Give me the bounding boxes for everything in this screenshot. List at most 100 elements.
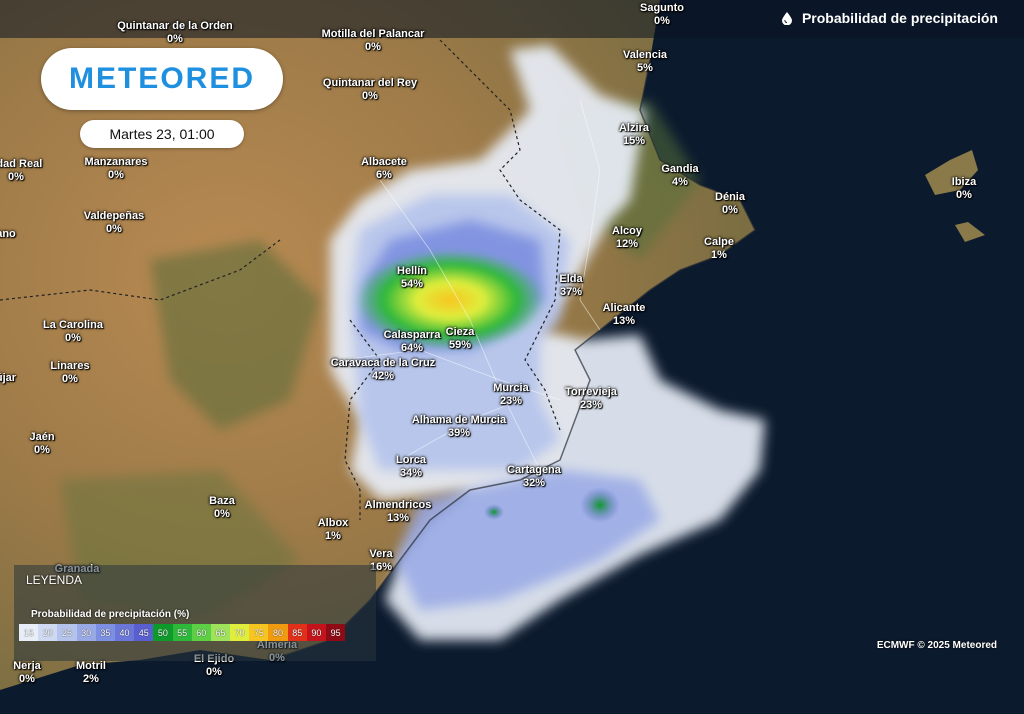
legend-step: 50 xyxy=(153,624,173,641)
top-bar: Probabilidad de precipitación xyxy=(0,0,1024,38)
city-probability: 42% xyxy=(371,370,395,382)
city-probability: 23% xyxy=(579,399,603,411)
city-probability: 54% xyxy=(400,278,424,290)
city-label: Murcia 23% xyxy=(493,382,528,408)
city-probability: 39% xyxy=(447,427,471,439)
meteored-logo[interactable]: METEORED xyxy=(41,48,283,110)
city-label: Calpe 1% xyxy=(704,236,734,262)
city-probability: 0% xyxy=(654,15,670,27)
city-probability: 34% xyxy=(399,467,423,479)
city-label: Linares 0% xyxy=(50,360,89,386)
city-label: La Carolina 0% xyxy=(43,319,103,345)
city-label: újar xyxy=(0,372,16,385)
city-name: udad Real xyxy=(0,158,43,170)
city-label: Elda 37% xyxy=(559,273,582,299)
legend-step: 25 xyxy=(57,624,77,641)
city-name: Valencia xyxy=(622,49,668,61)
city-name: Manzanares xyxy=(84,156,148,168)
city-probability: 0% xyxy=(106,223,122,235)
city-probability: 0% xyxy=(956,189,972,201)
city-label: Cieza 59% xyxy=(446,326,475,352)
legend-title: Probabilidad de precipitación (%) xyxy=(31,609,190,620)
city-name: Sagunto xyxy=(640,2,684,14)
city-label: Albox 1% xyxy=(318,517,349,543)
city-name: Lorca xyxy=(396,454,426,466)
city-probability: 0% xyxy=(362,90,378,102)
city-probability: 37% xyxy=(559,286,583,298)
city-name: Torrevieja xyxy=(565,386,617,398)
legend-step: 95 xyxy=(326,624,346,641)
city-probability: 64% xyxy=(400,342,424,354)
city-label: Calasparra 64% xyxy=(384,329,441,355)
city-probability: 0% xyxy=(722,204,738,216)
logo-text: METEORED xyxy=(68,62,255,95)
city-name: Motril xyxy=(76,660,106,672)
legend-step: 90 xyxy=(306,624,326,641)
city-name: Gandia xyxy=(661,163,699,175)
city-probability: 0% xyxy=(206,666,222,678)
legend-step: 60 xyxy=(191,624,211,641)
city-probability: 0% xyxy=(8,171,24,183)
city-probability: 2% xyxy=(83,673,99,685)
layer-title-text: Probabilidad de precipitación xyxy=(801,10,998,26)
legend-scale: 15 20 25 30 35 40 45 50 55 60 65 70 75 80 85 90 95 xyxy=(19,624,346,641)
city-probability: 0% xyxy=(214,508,230,520)
legend-step: 30 xyxy=(76,624,96,641)
city-label: Sagunto 0% xyxy=(640,2,684,28)
city-name: Elda xyxy=(559,273,583,285)
city-probability: 23% xyxy=(499,395,523,407)
city-name: Albox xyxy=(317,517,349,529)
city-probability: 4% xyxy=(672,176,688,188)
legend-step: 35 xyxy=(95,624,115,641)
city-name: Valdepeñas xyxy=(83,210,145,222)
city-probability: 0% xyxy=(65,332,81,344)
city-label: Caravaca de la Cruz 42% xyxy=(331,357,436,383)
city-probability: 0% xyxy=(365,41,381,53)
city-label: Quintanar del Rey 0% xyxy=(323,77,417,103)
legend-step: 45 xyxy=(134,624,154,641)
city-label: Alcoy 12% xyxy=(612,225,642,251)
city-name: Ibiza xyxy=(951,176,977,188)
city-name: Dénia xyxy=(715,191,745,203)
city-name: újar xyxy=(0,372,17,384)
layer-title: Probabilidad de precipitación xyxy=(780,10,998,26)
city-label: Valdepeñas 0% xyxy=(84,210,145,236)
city-name: Calasparra xyxy=(383,329,441,341)
city-name: Motilla del Palancar xyxy=(321,28,425,40)
legend-step: 55 xyxy=(172,624,192,641)
city-name: La Carolina xyxy=(43,319,103,331)
city-name: Cieza xyxy=(445,326,475,338)
city-probability: 6% xyxy=(376,169,392,181)
city-label: Gandia 4% xyxy=(661,163,698,189)
city-probability: 59% xyxy=(448,339,472,351)
date-selector[interactable]: Martes 23, 01:00 xyxy=(80,120,244,148)
legend-step: 70 xyxy=(230,624,250,641)
city-name: Albacete xyxy=(361,156,407,168)
city-probability: 0% xyxy=(62,373,78,385)
city-name: Caravaca de la Cruz xyxy=(330,357,436,369)
city-name: Alhama de Murcia xyxy=(411,414,507,426)
city-name: Vera xyxy=(369,548,393,560)
city-label: Lorca 34% xyxy=(396,454,426,480)
city-label: Alicante 13% xyxy=(603,302,646,328)
legend-panel xyxy=(14,565,376,661)
city-label: Nerja 0% xyxy=(13,660,41,686)
city-probability: 0% xyxy=(19,673,35,685)
city-name: ano xyxy=(0,228,16,240)
city-label: Albacete 6% xyxy=(361,156,407,182)
city-probability: 5% xyxy=(637,62,653,74)
city-name: Quintanar de la Orden xyxy=(117,20,233,32)
drop-icon xyxy=(781,12,792,25)
city-name: Murcia xyxy=(493,382,529,394)
city-name: Hellín xyxy=(397,265,427,277)
city-probability: 1% xyxy=(325,530,341,542)
city-name: Quintanar del Rey xyxy=(322,77,418,89)
city-label: Valencia 5% xyxy=(623,49,667,75)
legend-label[interactable]: LEYENDA xyxy=(26,573,83,587)
legend-step: 15 xyxy=(19,624,39,641)
city-label: Motril 2% xyxy=(76,660,106,686)
city-label: Quintanar de la Orden 0% xyxy=(117,20,233,46)
city-name: Cartagena xyxy=(507,464,561,476)
